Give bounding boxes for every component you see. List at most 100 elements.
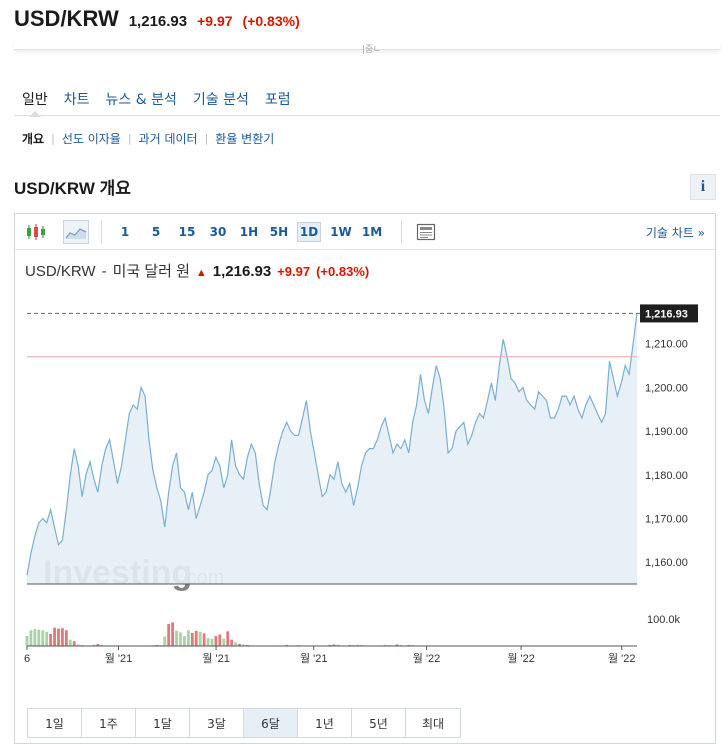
range-6m[interactable]: 6달 — [244, 709, 298, 737]
subtab-converter[interactable]: 환율 변환기 — [215, 132, 275, 146]
price-line — [26, 313, 638, 576]
volume-bar — [175, 630, 178, 646]
volume-bar — [72, 641, 76, 646]
tab-general[interactable]: 일반 — [14, 86, 56, 117]
range-1d[interactable]: 1일 — [28, 709, 82, 737]
tab-technical[interactable]: 기술 분석 — [192, 92, 249, 108]
legend-change: +9.97 — [277, 264, 311, 279]
volume-bar — [64, 630, 68, 646]
range-1m[interactable]: 1달 — [136, 709, 190, 737]
range-1y[interactable]: 1년 — [298, 709, 352, 737]
volume-bar — [245, 644, 249, 646]
range-max[interactable]: 최대 — [406, 709, 460, 737]
main-tabs: 일반 차트 뉴스 & 분석 기술 분석 포럼 — [14, 86, 720, 117]
legend-change-pct: (+0.83%) — [316, 264, 370, 279]
volume-bar — [33, 629, 37, 646]
volume-bar — [226, 631, 230, 646]
legend-dash: - — [101, 263, 107, 280]
volume-bar — [395, 644, 399, 646]
interval-5h[interactable]: 5H — [269, 225, 289, 239]
last-price-badge — [640, 304, 698, 323]
volume-bar — [336, 644, 340, 646]
interval-1[interactable]: 1 — [120, 225, 130, 239]
news-panel-icon[interactable] — [413, 220, 439, 244]
header-divider: |중∟ — [14, 40, 720, 55]
toolbar-divider — [101, 220, 102, 244]
area-chart-icon[interactable] — [63, 220, 89, 244]
x-tick-label: 월 '21 — [105, 652, 133, 665]
interval-1w[interactable]: 1W — [330, 225, 352, 239]
volume-bar — [92, 644, 96, 646]
price-chart: Investing.com1,160.001,170.001,180.001,1… — [24, 304, 698, 665]
subtab-separator: | — [51, 132, 55, 145]
interval-1m[interactable]: 1M — [361, 225, 383, 239]
interval-30[interactable]: 30 — [209, 225, 227, 239]
volume-bar — [214, 636, 218, 646]
volume-bar — [328, 644, 332, 646]
volume-bar — [234, 642, 237, 646]
sub-tabs: 개요 | 선도 이자율 | 과거 데이터 | 환율 변환기 — [22, 130, 274, 147]
y-tick-label: 1,200.00 — [645, 382, 688, 394]
volume-bar — [96, 643, 100, 646]
y-tick-label: 1,180.00 — [645, 470, 688, 482]
legend-name: 미국 달러 원 — [112, 263, 190, 280]
volume-tick-label: 100.0k — [647, 614, 681, 626]
y-tick-label: 1,210.00 — [645, 339, 688, 351]
section-title: USD/KRW 개요 — [14, 179, 131, 198]
pair-title: USD/KRW — [14, 6, 119, 31]
x-tick-label: 월 '22 — [608, 652, 636, 665]
range-3m[interactable]: 3달 — [190, 709, 244, 737]
volume-bar — [41, 630, 45, 646]
volume-bar — [167, 623, 171, 646]
chart-toolbar: 1 5 15 30 1H 5H 1D 1W 1M 기술 차트 » — [15, 214, 715, 250]
range-1w[interactable]: 1주 — [82, 709, 136, 737]
volume-bar — [76, 644, 80, 646]
chart-legend: USD/KRW - 미국 달러 원 ▲ 1,216.93 +9.97 (+0.8… — [25, 260, 369, 281]
volume-bar — [155, 644, 159, 646]
price-area — [27, 313, 637, 584]
volume-bar — [186, 630, 190, 646]
range-5y[interactable]: 5년 — [352, 709, 406, 737]
tab-forum[interactable]: 포럼 — [264, 92, 291, 108]
volume-bar — [57, 628, 60, 646]
volume-bar — [45, 631, 49, 646]
volume-bar — [37, 629, 41, 646]
x-tick-label: 월 '21 — [300, 652, 328, 665]
info-icon[interactable]: i — [690, 174, 716, 200]
interval-5[interactable]: 5 — [151, 225, 161, 239]
legend-price: 1,216.93 — [212, 263, 272, 280]
volume-bar — [163, 636, 167, 646]
volume-bar — [332, 644, 336, 646]
last-price-label: 1,216.93 — [645, 308, 688, 320]
technical-chart-link[interactable]: 기술 차트 » — [645, 226, 705, 240]
volume-bar — [29, 630, 33, 646]
volume-bar — [222, 638, 226, 646]
volume-bar — [194, 630, 198, 646]
volume-bar — [285, 644, 289, 646]
header-price: 1,216.93 — [128, 13, 188, 30]
volume-bar — [348, 644, 352, 646]
volume-bar — [53, 627, 56, 646]
candlestick-icon[interactable] — [23, 220, 49, 244]
volume-bar — [25, 636, 29, 646]
volume-bar — [61, 628, 64, 646]
volume-bar — [407, 644, 411, 646]
interval-15[interactable]: 15 — [178, 225, 196, 239]
quote-header: USD/KRW 1,216.93 +9.97 (+0.83%) — [14, 6, 300, 32]
volume-bar — [356, 644, 359, 646]
volume-bar — [210, 638, 214, 646]
volume-bar — [202, 633, 206, 646]
x-tick-label: 6 — [24, 653, 30, 665]
subtab-overview[interactable]: 개요 — [22, 132, 45, 146]
y-tick-label: 1,170.00 — [645, 513, 688, 525]
header-change-pct: (+0.83%) — [242, 13, 300, 29]
interval-1d[interactable]: 1D — [297, 222, 321, 242]
tab-chart[interactable]: 차트 — [63, 92, 90, 108]
volume-bar — [218, 634, 222, 646]
subtab-forward-rates[interactable]: 선도 이자율 — [61, 132, 121, 146]
subtab-historical-data[interactable]: 과거 데이터 — [138, 132, 198, 146]
y-tick-label: 1,160.00 — [645, 557, 688, 569]
tab-news[interactable]: 뉴스 & 분석 — [105, 92, 177, 108]
volume-bar — [383, 644, 387, 646]
interval-1h[interactable]: 1H — [239, 225, 259, 239]
